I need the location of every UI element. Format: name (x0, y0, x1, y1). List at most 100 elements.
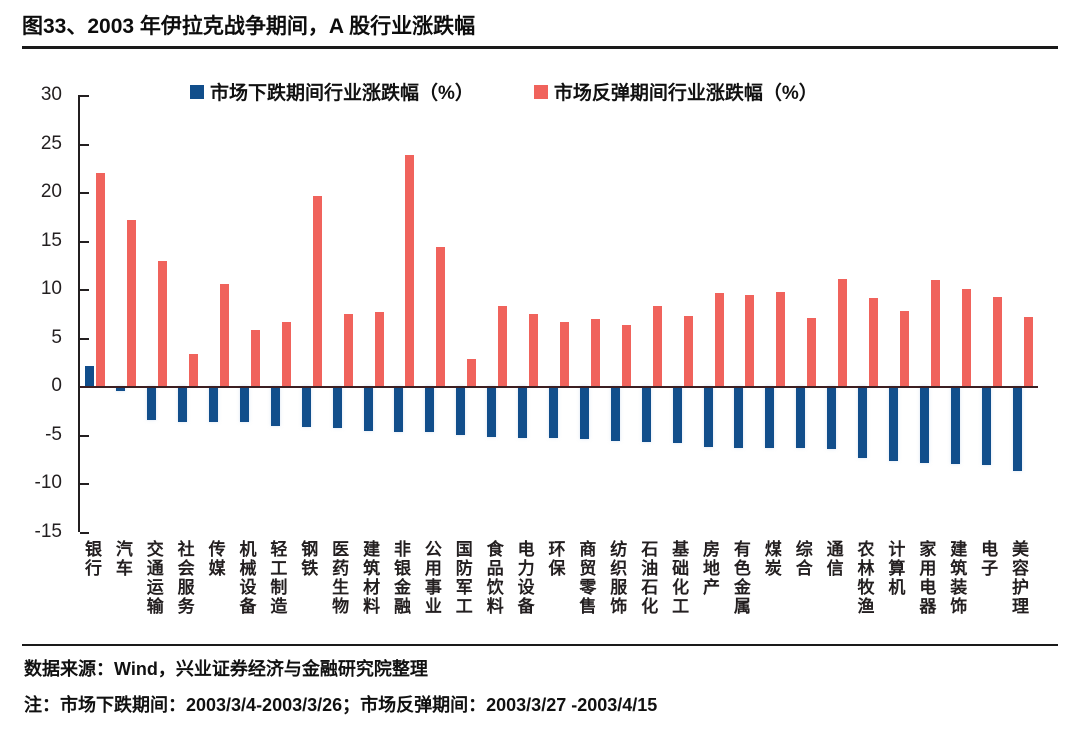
x-tick-label: 基础化工 (672, 540, 690, 616)
x-tick-label: 银行 (84, 540, 102, 578)
y-tick-mark (80, 289, 89, 292)
x-tick-label: 有色金属 (733, 540, 751, 616)
x-tick-label: 环保 (548, 540, 566, 578)
bar-decline (827, 386, 837, 450)
bar-decline (888, 386, 898, 462)
bar-decline (456, 386, 466, 435)
x-tick-label: 交通运输 (146, 540, 164, 616)
bar-decline (1012, 386, 1022, 471)
x-tick-label: 农林牧渔 (857, 540, 875, 616)
footer-divider (22, 644, 1058, 646)
plot-area (78, 95, 1038, 534)
bar-decline (734, 386, 744, 448)
bar-decline (363, 386, 373, 431)
bar-decline (147, 386, 157, 421)
y-tick-label: 15 (40, 229, 62, 251)
bar-rebound (343, 314, 353, 387)
bar-rebound (436, 247, 446, 387)
bar-rebound (498, 305, 508, 387)
bar-rebound (96, 172, 106, 387)
x-tick-label: 建筑材料 (363, 540, 381, 616)
bar-decline (332, 386, 342, 429)
x-tick-label: 钢铁 (301, 540, 319, 578)
y-tick-mark (80, 483, 89, 486)
bar-rebound (776, 292, 786, 387)
bar-decline (549, 386, 558, 438)
y-tick-label: -10 (34, 472, 62, 494)
bar-decline (178, 386, 188, 423)
bar-decline (85, 365, 95, 387)
x-tick-label: 家用电器 (919, 540, 937, 616)
x-tick-label: 纺织服饰 (610, 540, 628, 616)
bar-rebound (621, 325, 631, 387)
bar-rebound (992, 296, 1002, 387)
legend-swatch-rebound (533, 84, 548, 99)
y-axis-labels: 30 25 20 15 10 5 0 -5 -10 -15 (0, 84, 70, 542)
figure-title-wrap: 图33、2003 年伊拉克战争期间，A 股行业涨跌幅 (22, 10, 1060, 40)
x-tick-label: 机械设备 (239, 540, 257, 616)
bar-decline (981, 386, 991, 465)
y-tick-label: 5 (51, 326, 62, 348)
bar-decline (672, 386, 682, 443)
y-tick-label: 0 (51, 375, 62, 397)
bar-decline (641, 386, 651, 442)
x-tick-label: 通信 (826, 540, 844, 578)
bar-decline (518, 386, 528, 438)
x-tick-label: 社会服务 (177, 540, 195, 616)
x-tick-label: 轻工制造 (270, 540, 288, 616)
bar-rebound (714, 293, 724, 387)
bar-rebound (869, 297, 879, 387)
bar-decline (239, 386, 249, 423)
bar-rebound (189, 354, 199, 387)
bar-rebound (127, 220, 137, 387)
bar-decline (858, 386, 868, 459)
x-tick-label: 食品饮料 (486, 540, 504, 616)
bar-rebound (899, 310, 909, 387)
bar-decline (796, 386, 806, 449)
title-divider (22, 46, 1058, 49)
x-tick-label: 汽车 (115, 540, 133, 578)
bar-rebound (312, 195, 322, 387)
bar-rebound (590, 319, 600, 387)
legend-label-decline: 市场下跌期间行业涨跌幅（%） (210, 83, 474, 104)
bar-rebound (529, 314, 539, 387)
legend-item-decline[interactable]: 市场下跌期间行业涨跌幅（%） (190, 78, 474, 105)
x-axis-labels: 银行 汽车 交通运输 社会服务 传媒 机械设备 轻工制造 钢铁 医药生物 建筑材料 非银金融 公用事业… (78, 540, 1036, 644)
y-tick-label: 25 (40, 132, 62, 154)
bar-rebound (683, 316, 693, 387)
bar-rebound (745, 295, 755, 387)
legend-swatch-decline (190, 84, 204, 99)
legend-label-rebound: 市场反弹期间行业涨跌幅（%） (553, 83, 818, 104)
bar-rebound (930, 279, 940, 387)
bar-decline (919, 386, 929, 464)
bar-rebound (961, 289, 971, 387)
bar-decline (579, 386, 589, 439)
page-title: 图33、2003 年伊拉克战争期间，A 股行业涨跌幅 (22, 15, 476, 38)
y-tick-mark (80, 532, 89, 534)
x-tick-label: 美容护理 (1012, 540, 1030, 616)
bar-decline (394, 386, 404, 432)
zero-axis-line (80, 386, 1038, 389)
x-tick-label: 公用事业 (424, 540, 442, 616)
x-tick-label: 国防军工 (455, 540, 473, 616)
x-tick-label: 商贸零售 (579, 540, 597, 616)
bar-rebound (560, 322, 569, 387)
bar-rebound (652, 305, 662, 387)
data-source: 数据来源：Wind，兴业证券经济与金融研究院整理 (24, 659, 428, 679)
bar-rebound (838, 278, 848, 387)
x-tick-label: 计算机 (888, 540, 906, 597)
y-tick-label: 10 (40, 278, 62, 300)
legend-item-rebound[interactable]: 市场反弹期间行业涨跌幅（%） (533, 78, 818, 105)
bar-decline (610, 386, 620, 441)
bar-decline (425, 386, 435, 432)
x-tick-label: 煤炭 (764, 540, 782, 578)
y-tick-mark (80, 434, 89, 437)
x-tick-label: 非银金融 (393, 540, 411, 616)
bar-decline (765, 386, 775, 448)
y-tick-mark (80, 95, 89, 97)
bar-rebound (158, 261, 168, 387)
y-tick-mark (80, 192, 89, 195)
x-tick-label: 电子 (981, 540, 999, 578)
x-tick-label: 建筑装饰 (950, 540, 968, 616)
bar-decline (487, 386, 497, 437)
